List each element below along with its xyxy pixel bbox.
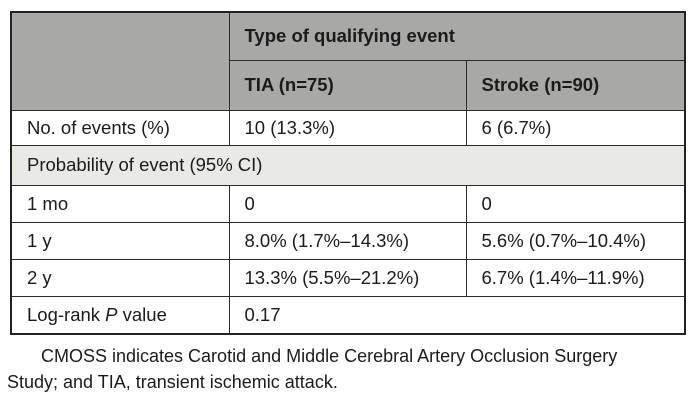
column-header-tia: TIA (n=75): [228, 59, 467, 111]
header-row-columns: TIA (n=75) Stroke (n=90): [11, 59, 686, 111]
logrank-label-p-italic: P: [105, 303, 118, 325]
2y-stroke-value: 6.7% (1.4%–11.9%): [465, 258, 686, 297]
logrank-label-prefix: Log-rank: [27, 303, 106, 325]
row-label-1y: 1 y: [10, 221, 230, 260]
2y-tia-value: 13.3% (5.5%–21.2%): [228, 258, 467, 297]
logrank-value: 0.17: [228, 295, 686, 335]
table-row-1mo: 1 mo 0 0: [10, 184, 686, 223]
qualifying-event-table: Type of qualifying event TIA (n=75) Stro…: [10, 11, 686, 335]
row-label-2y: 2 y: [10, 258, 230, 297]
row-label-logrank: Log-rank P value: [10, 295, 230, 335]
events-tia-value: 10 (13.3%): [228, 109, 467, 146]
events-stroke-value: 6 (6.7%): [465, 109, 686, 146]
1y-stroke-value: 5.6% (0.7%–10.4%): [465, 221, 686, 260]
corner-cell: [10, 11, 230, 111]
1mo-stroke-value: 0: [465, 184, 686, 223]
table-row-1y: 1 y 8.0% (1.7%–14.3%) 5.6% (0.7%–10.4%): [10, 221, 686, 260]
table-footnote: CMOSS indicates Carotid and Middle Cereb…: [7, 346, 618, 392]
section-row-probability: Probability of event (95% CI): [10, 144, 686, 186]
1y-tia-value: 8.0% (1.7%–14.3%): [228, 221, 467, 260]
section-header-probability: Probability of event (95% CI): [10, 144, 686, 186]
header-row-group: Type of qualifying event: [10, 11, 686, 111]
table-row-events: No. of events (%) 10 (13.3%) 6 (6.7%): [10, 109, 686, 146]
table-row-logrank: Log-rank P value 0.17: [10, 295, 686, 335]
row-label-events: No. of events (%): [10, 109, 230, 146]
row-label-1mo: 1 mo: [10, 184, 230, 223]
logrank-label-suffix: value: [117, 303, 167, 325]
table-row-2y: 2 y 13.3% (5.5%–21.2%) 6.7% (1.4%–11.9%): [10, 258, 686, 297]
group-header-cell: Type of qualifying event: [228, 11, 686, 61]
1mo-tia-value: 0: [228, 184, 467, 223]
column-header-stroke: Stroke (n=90): [465, 59, 686, 111]
